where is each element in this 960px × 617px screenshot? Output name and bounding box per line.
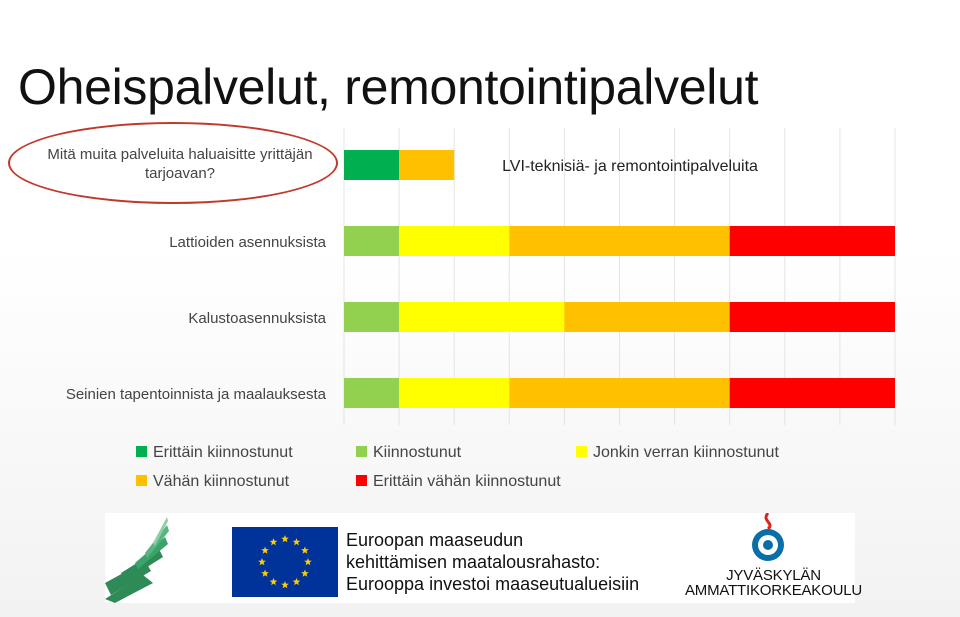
- legend-swatch: [356, 446, 367, 457]
- eu-star-icon: [281, 581, 289, 589]
- bar-segment: [399, 226, 510, 256]
- legend-label: Vähän kiinnostunut: [153, 473, 290, 490]
- bar-segment: [509, 378, 730, 408]
- school-name: JYVÄSKYLÄN AMMATTIKORKEAKOULU: [685, 568, 862, 598]
- eu-star-icon: [261, 569, 269, 577]
- legend-swatch: [356, 475, 367, 486]
- bar-segment: [399, 150, 455, 180]
- legend-swatch: [136, 446, 147, 457]
- legend-item: Vähän kiinnostunut: [136, 473, 289, 491]
- eu-star-icon: [292, 577, 301, 586]
- bar-segment: [729, 226, 895, 256]
- bar-segment: [344, 378, 400, 408]
- stacked-bar-chart: LVI-teknisiä- ja remontointipalveluita La…: [66, 128, 896, 425]
- category-labels: LVI-teknisiä- ja remontointipalveluita La…: [66, 158, 758, 403]
- bar-segment: [729, 302, 895, 332]
- school-line-2: AMMATTIKORKEAKOULU: [685, 582, 862, 599]
- bar-segment: [344, 226, 400, 256]
- fund-line-3: Eurooppa investoi maaseutualueisiin: [346, 574, 640, 594]
- fund-text: Euroopan maaseudun kehittämisen maatalou…: [346, 529, 639, 595]
- eu-star-icon: [301, 569, 309, 577]
- bar-segment: [344, 150, 400, 180]
- rural-development-logo: [105, 517, 169, 603]
- eu-star-icon: [269, 577, 278, 586]
- legend-label: Jonkin verran kiinnostunut: [593, 444, 779, 461]
- eu-star-icon: [269, 538, 278, 546]
- legend-item: Jonkin verran kiinnostunut: [576, 444, 779, 462]
- legend-item: Erittäin vähän kiinnostunut: [356, 473, 561, 491]
- category-label: Lattioiden asennuksista: [169, 234, 326, 251]
- chart-legend: Erittäin kiinnostunut Kiinnostunut Jonkin …: [136, 444, 836, 500]
- chart-bars: [344, 150, 895, 408]
- legend-label: Kiinnostunut: [373, 444, 462, 461]
- legend-item: Erittäin kiinnostunut: [136, 444, 293, 462]
- chart-grid: [343, 128, 896, 425]
- eu-star-icon: [292, 538, 301, 546]
- school-line-1: JYVÄSKYLÄN: [726, 567, 821, 584]
- bar-segment: [729, 378, 895, 408]
- category-label: Seinien tapentoinnista ja maalauksesta: [66, 386, 327, 403]
- funding-footer: Euroopan maaseudun kehittämisen maatalou…: [105, 513, 862, 603]
- eu-star-icon: [304, 558, 312, 566]
- page-title: Oheispalvelut, remontointipalvelut: [18, 59, 759, 115]
- bar-segment: [399, 378, 510, 408]
- eu-flag-icon: [232, 527, 338, 597]
- fund-line-1: Euroopan maaseudun: [346, 530, 524, 550]
- eu-star-icon: [301, 546, 309, 554]
- bar-segment: [399, 302, 565, 332]
- question-text: Mitä muita palveluita haluaisitte yrittä…: [47, 146, 313, 182]
- category-label: LVI-teknisiä- ja remontointipalveluita: [502, 158, 758, 175]
- eu-star-icon: [261, 546, 269, 554]
- bar-segment: [564, 302, 730, 332]
- legend-item: Kiinnostunut: [356, 444, 461, 462]
- legend-swatch: [576, 446, 587, 457]
- legend-label: Erittäin kiinnostunut: [153, 444, 293, 461]
- category-label: Kalustoasennuksista: [188, 310, 326, 327]
- highlight-ellipse: [8, 122, 338, 204]
- eu-star-icon: [258, 558, 266, 566]
- jamk-emblem-icon: [752, 513, 784, 561]
- eu-star-icon: [281, 535, 289, 543]
- bar-segment: [344, 302, 400, 332]
- legend-label: Erittäin vähän kiinnostunut: [373, 473, 561, 490]
- legend-swatch: [136, 475, 147, 486]
- fund-line-2: kehittämisen maatalousrahasto:: [346, 552, 601, 572]
- bar-segment: [509, 226, 730, 256]
